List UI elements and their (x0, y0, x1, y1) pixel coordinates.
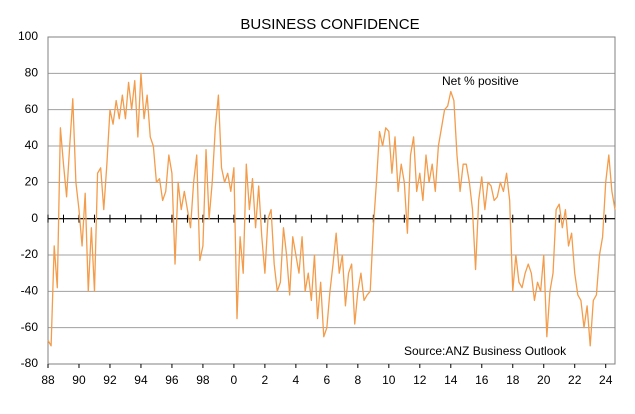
x-tick-label: 14 (444, 373, 458, 387)
x-tick-label: 2 (262, 373, 269, 387)
x-tick-label: 18 (506, 373, 520, 387)
x-tick-label: 96 (165, 373, 179, 387)
y-tick-label: 60 (25, 102, 39, 116)
y-tick-label: 20 (25, 175, 39, 189)
x-tick-label: 90 (72, 373, 86, 387)
y-tick-label: 40 (25, 138, 39, 152)
x-tick-label: 20 (537, 373, 551, 387)
y-tick-label: 0 (31, 211, 38, 225)
data-line (47, 72, 616, 347)
y-tick-label: 80 (25, 66, 39, 80)
x-tick-label: 0 (231, 373, 238, 387)
annotation: Net % positive (442, 74, 519, 88)
chart-title: BUSINESS CONFIDENCE (240, 16, 419, 33)
y-tick-label: -60 (21, 320, 39, 334)
x-tick-label: 88 (41, 373, 55, 387)
y-tick-label: -20 (21, 247, 39, 261)
y-tick-label: -80 (21, 356, 39, 370)
x-tick-label: 92 (103, 373, 117, 387)
x-tick-label: 4 (293, 373, 300, 387)
x-tick-label: 12 (413, 373, 427, 387)
x-tick-label: 16 (475, 373, 489, 387)
x-tick-label: 24 (599, 373, 613, 387)
plot-frame (47, 36, 616, 365)
x-tick-label: 6 (324, 373, 331, 387)
x-tick-label: 10 (382, 373, 396, 387)
x-tick-label: 98 (196, 373, 210, 387)
x-tick-label: 22 (568, 373, 582, 387)
x-tick-label: 94 (134, 373, 148, 387)
x-tick-label: 8 (354, 373, 361, 387)
y-tick-label: -40 (21, 284, 39, 298)
y-tick-label: 100 (18, 29, 38, 43)
annotation: Source:ANZ Business Outlook (404, 344, 567, 358)
